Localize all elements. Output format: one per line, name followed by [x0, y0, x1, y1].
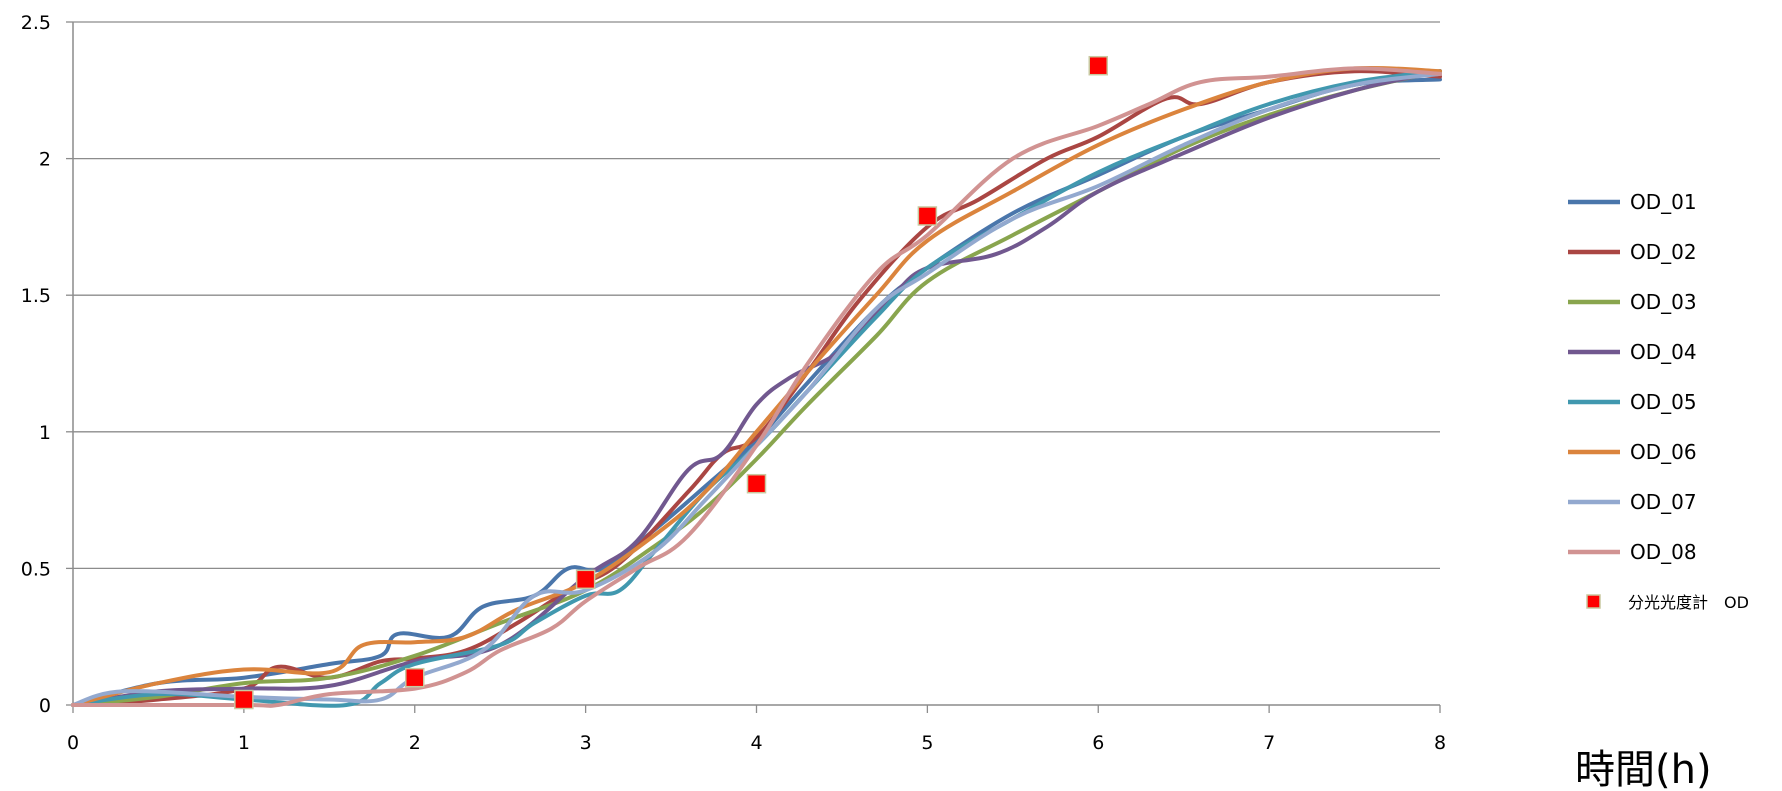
spectrophotometer-point	[1088, 55, 1108, 76]
gridlines	[66, 21, 1440, 706]
x-axis-label: 時間(h)	[1575, 747, 1712, 791]
y-tick-label: 1.5	[21, 285, 51, 307]
legend-label: OD_06	[1630, 440, 1697, 464]
y-tick-label: 0.5	[21, 558, 51, 580]
series-line-od-08	[71, 66, 1442, 708]
spectrophotometer-point	[405, 667, 425, 688]
spectrophotometer-point	[575, 569, 596, 590]
y-tick-label: 2.5	[21, 12, 51, 34]
series-line-od-07	[71, 71, 1442, 707]
legend-marker-spectrophotometer	[1586, 594, 1601, 609]
legend-label: OD_07	[1630, 490, 1697, 514]
x-tick-label: 7	[1263, 732, 1275, 754]
series-line-od-02	[71, 69, 1442, 707]
y-tick-label: 2	[39, 149, 51, 171]
y-tick-label: 1	[39, 422, 51, 444]
x-tick-labels: 0 1 2 3 4 5 6 7 8	[67, 732, 1446, 754]
legend: OD_01 OD_02 OD_03 OD_04 OD_05 OD_06 OD_07 OD_08…	[1568, 190, 1749, 612]
spectrophotometer-point	[746, 473, 767, 494]
x-tick-label: 5	[921, 732, 933, 754]
legend-label: OD_05	[1630, 390, 1697, 414]
legend-label: OD_02	[1630, 240, 1697, 264]
x-tick-label: 8	[1434, 732, 1446, 754]
legend-label: OD_01	[1630, 190, 1697, 214]
spectrophotometer-points	[234, 55, 1108, 710]
series-line-od-05	[71, 69, 1442, 708]
series-line-od-01	[71, 77, 1442, 707]
y-tick-label: 0	[39, 695, 51, 717]
series-line-od-06	[71, 65, 1442, 707]
series-line-od-03	[71, 69, 1442, 707]
legend-label: OD_03	[1630, 290, 1697, 314]
legend-label-spectrophotometer: 分光光度計 OD	[1628, 593, 1749, 612]
legend-label: OD_08	[1630, 540, 1697, 564]
spectrophotometer-point	[234, 689, 254, 710]
series-line-od-04	[71, 69, 1442, 707]
y-tick-labels: 0 0.5 1 1.5 2 2.5	[21, 12, 51, 717]
x-tick-label: 4	[750, 732, 762, 754]
x-tick-label: 2	[409, 732, 421, 754]
series-lines	[71, 65, 1442, 708]
spectrophotometer-point	[917, 206, 938, 226]
x-tick-label: 1	[238, 732, 250, 754]
legend-label: OD_04	[1630, 340, 1697, 364]
x-tick-label: 0	[67, 732, 79, 754]
x-tick-label: 6	[1092, 732, 1104, 754]
x-tick-label: 3	[580, 732, 592, 754]
